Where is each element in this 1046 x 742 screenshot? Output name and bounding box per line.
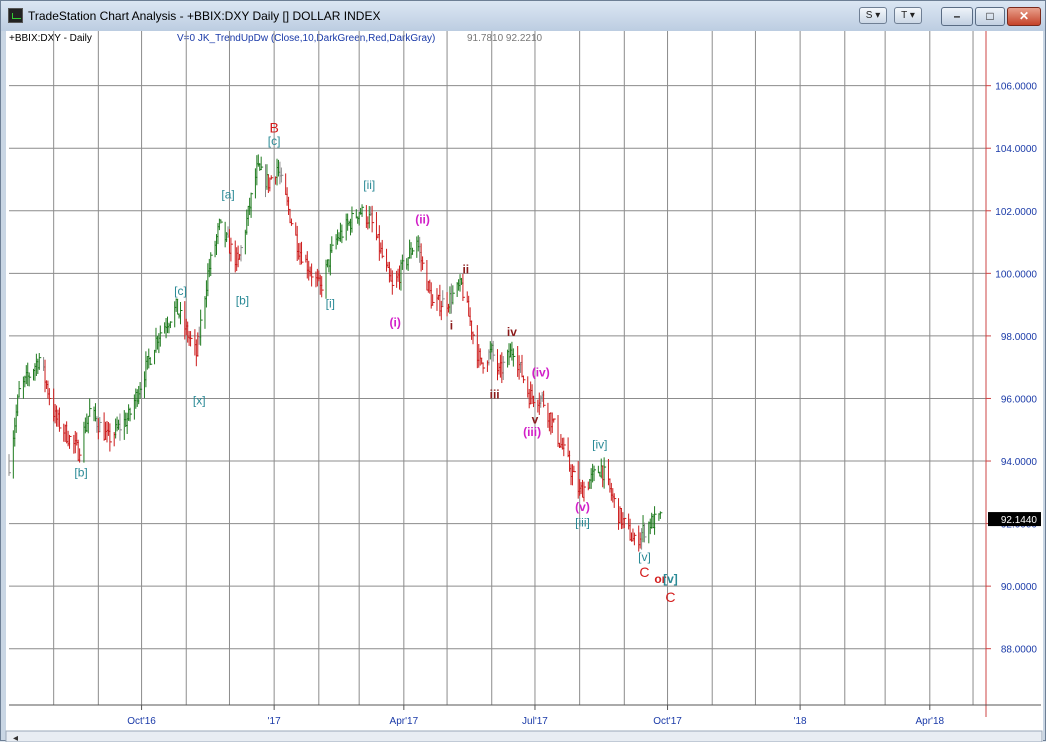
y-tick-label: 90.0000 [1001,582,1038,593]
wave-label: [b] [236,294,249,308]
y-tick-label: 88.0000 [1001,645,1038,656]
wave-label: [b] [74,466,87,480]
wave-label: or [654,572,666,586]
x-tick-label: Jul'17 [522,716,548,727]
wave-label: [iv] [592,438,607,452]
x-tick-label: Apr'18 [916,716,945,727]
wave-label: (i) [390,316,401,330]
wave-label: (v) [575,500,590,514]
wave-label: [v] [663,572,678,586]
close-button[interactable]: ✕ [1007,7,1041,26]
minimize-button[interactable]: – [941,7,973,26]
indicator-label[interactable]: V=0 JK_TrendUpDw (Close,10,DarkGreen,Red… [177,33,436,44]
wave-label: [v] [638,550,651,564]
wave-label: C [665,589,675,605]
wave-label: [i] [326,297,335,311]
maximize-icon: □ [986,9,994,23]
y-tick-label: 106.0000 [995,82,1037,93]
wave-label: (iv) [532,366,550,380]
title-bar[interactable]: TradeStation Chart Analysis - +BBIX:DXY … [1,1,1045,31]
y-tick-label: 96.0000 [1001,394,1038,405]
x-tick-label: Oct'16 [127,716,156,727]
wave-label: (ii) [415,212,430,226]
indicator-values: 91.7810 92.2210 [467,33,543,44]
y-tick-label: 94.0000 [1001,457,1038,468]
y-tick-label: 98.0000 [1001,332,1038,343]
y-tick-label: 104.0000 [995,144,1037,155]
toolbar-button-label: T [901,10,908,21]
window-title: TradeStation Chart Analysis - +BBIX:DXY … [28,9,381,23]
wave-label: (iii) [523,425,541,439]
wave-label: [a] [221,187,234,201]
style-button[interactable]: S ▾ [859,7,887,24]
wave-label: C [639,564,649,580]
wave-label: [iii] [575,516,590,530]
chart-app-icon[interactable] [8,8,23,23]
x-tick-label: Oct'17 [653,716,682,727]
chart-plot-area[interactable] [6,31,1043,742]
symbol-label: +BBIX:DXY - Daily [9,33,92,44]
y-tick-label: 102.0000 [995,207,1037,218]
wave-label: ii [462,262,469,276]
wave-label: [c] [174,284,187,298]
style-button-label: S [865,10,873,21]
x-tick-label: Apr'17 [390,716,419,727]
horizontal-scrollbar[interactable] [5,730,1043,742]
minimize-icon: – [953,9,961,23]
wave-label: iii [490,387,500,401]
wave-label: [c] [268,134,281,148]
last-price-label: 92.1440 [1001,515,1038,526]
close-icon: ✕ [1018,9,1030,23]
wave-label: i [450,319,453,333]
toolbar-button[interactable]: T ▾ [894,7,922,24]
x-tick-label: '18 [794,716,807,727]
x-tick-label: '17 [268,716,281,727]
scroll-left-icon[interactable]: ◂ [13,733,18,742]
last-price-marker [988,512,1041,527]
wave-label: [x] [193,394,206,408]
wave-label: B [269,120,278,136]
maximize-button[interactable]: □ [975,7,1005,26]
y-tick-label: 100.0000 [995,269,1037,280]
wave-label: [ii] [363,178,375,192]
wave-label: v [532,412,539,426]
wave-label: iv [507,325,517,339]
